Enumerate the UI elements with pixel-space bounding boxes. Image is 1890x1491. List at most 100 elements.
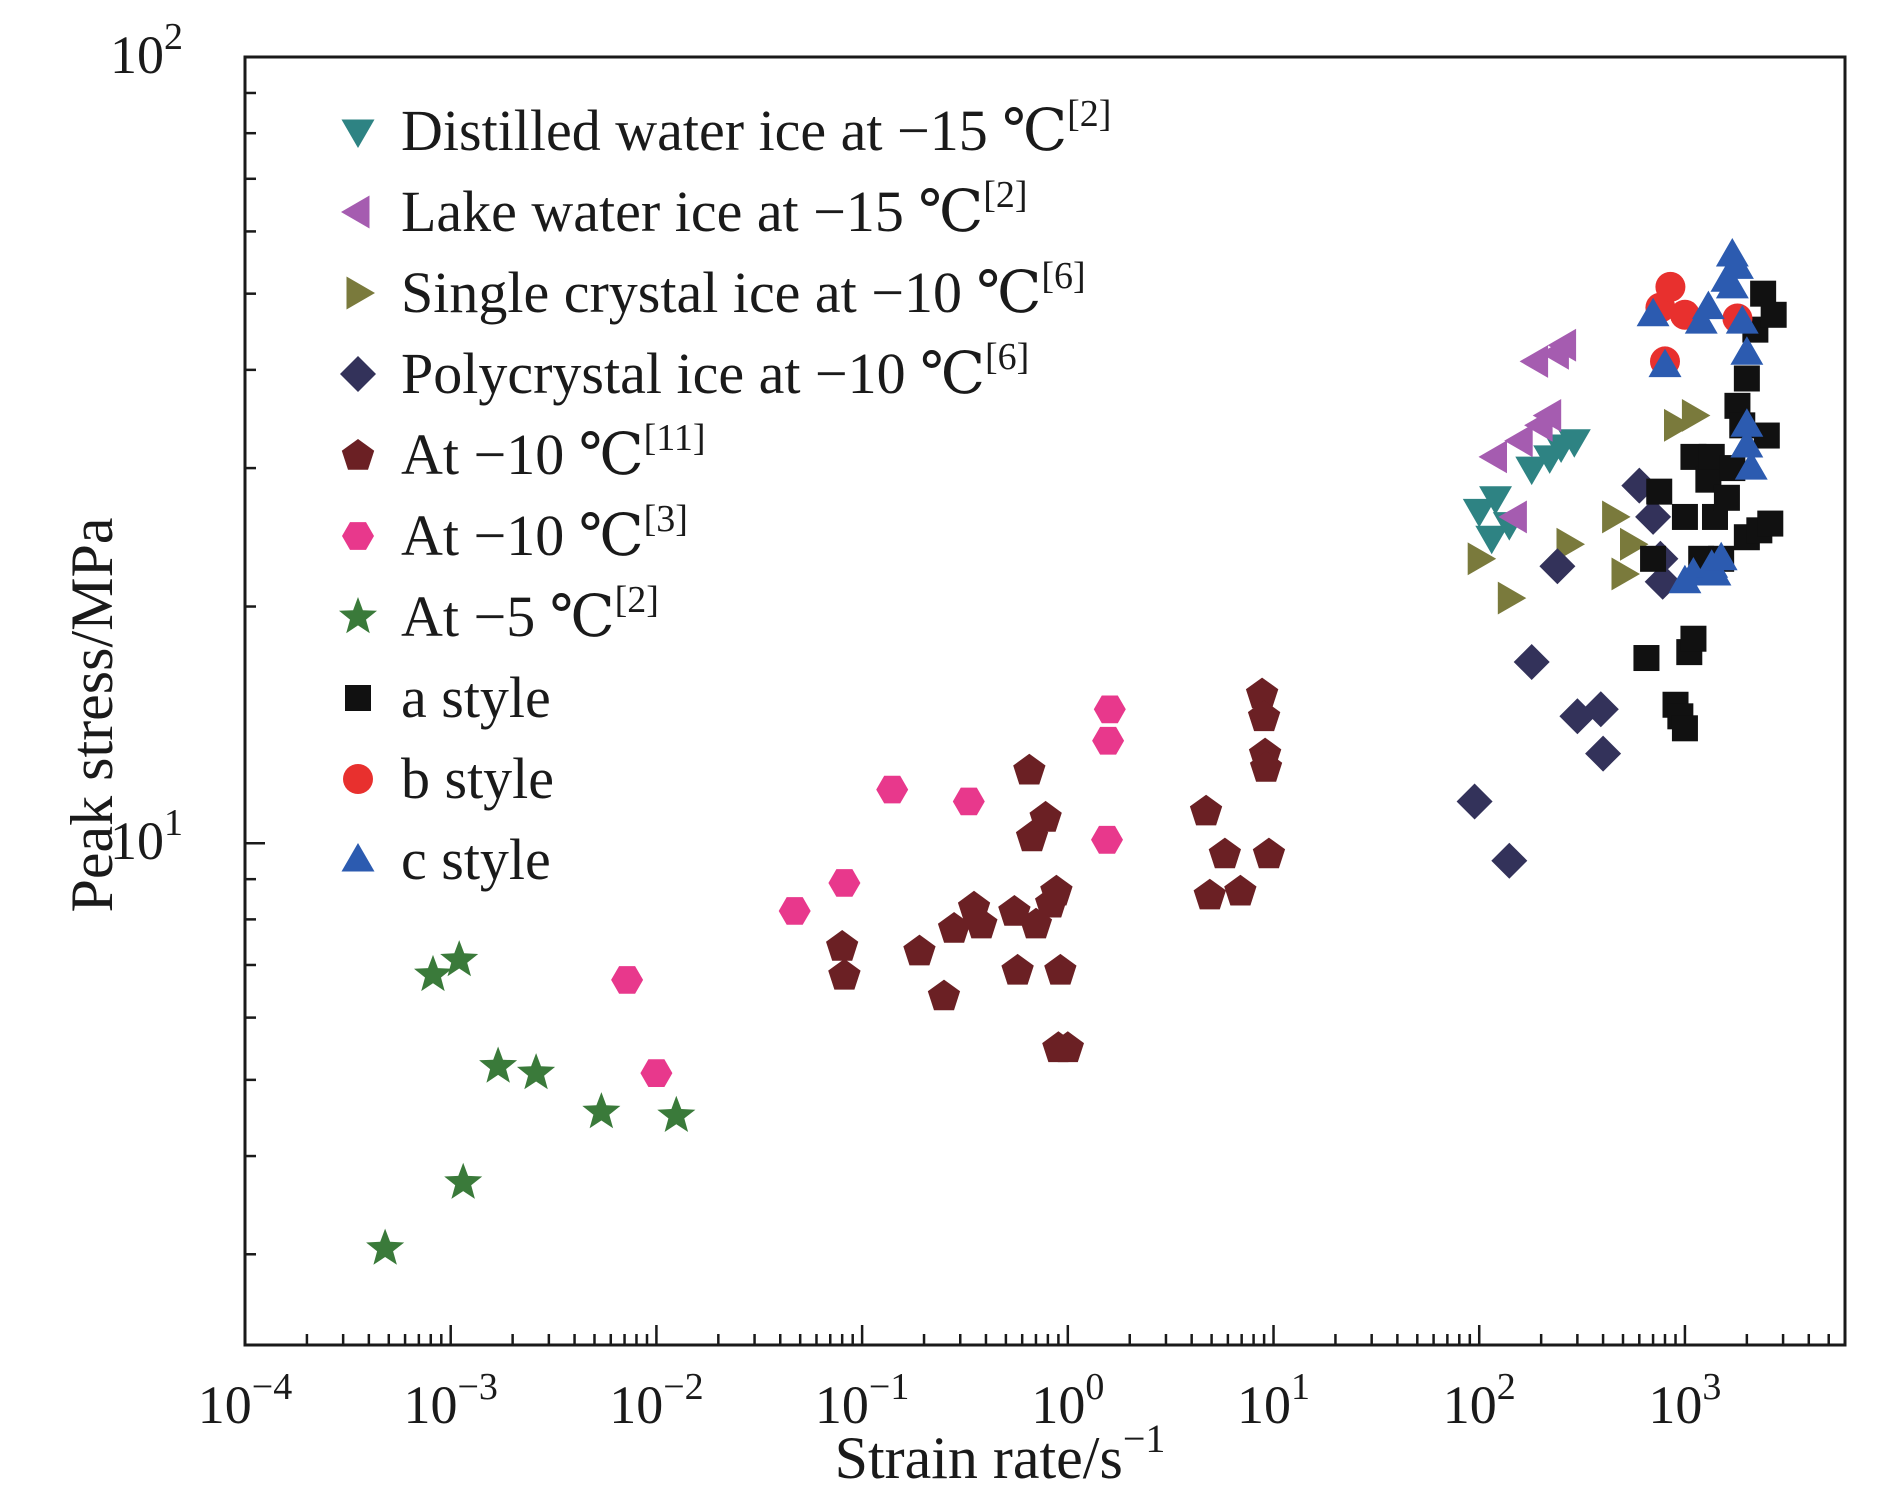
data-point <box>1640 545 1667 572</box>
data-point <box>1504 424 1533 458</box>
legend-label-reference: [3] <box>644 498 688 540</box>
data-point <box>1515 456 1549 486</box>
x-tick-label: 100 <box>1031 1366 1104 1435</box>
plot-frame <box>243 55 1847 1347</box>
data-point <box>1635 498 1672 535</box>
legend: Distilled water ice at −15 ℃[2]Lake wate… <box>339 93 1111 892</box>
data-point <box>1467 542 1497 576</box>
data-point <box>1680 625 1707 652</box>
legend-label: c style <box>401 827 551 892</box>
legend-marker <box>345 685 371 711</box>
legend-marker <box>342 522 374 550</box>
x-tick-exponent: −3 <box>457 1366 497 1408</box>
x-tick-exponent: 3 <box>1702 1366 1721 1408</box>
x-tick-label: 103 <box>1648 1366 1721 1435</box>
x-tick-base: 10 <box>815 1375 869 1435</box>
data-point <box>1734 451 1768 480</box>
x-tick-base: 10 <box>1648 1375 1702 1435</box>
legend-entry: Distilled water ice at −15 ℃[2] <box>341 93 1111 163</box>
plot-border <box>243 55 1847 1347</box>
data-point <box>1556 527 1585 561</box>
data-point <box>952 787 985 816</box>
x-tick-exponent: −4 <box>252 1366 292 1408</box>
legend-label-reference: [2] <box>1067 93 1111 135</box>
data-point <box>1001 953 1034 985</box>
x-tick-label: 10−1 <box>815 1366 909 1435</box>
data-point <box>1093 695 1126 724</box>
data-point <box>1585 735 1622 772</box>
data-point <box>1557 429 1591 458</box>
data-point <box>657 1095 696 1132</box>
data-point <box>640 1059 673 1087</box>
data-point <box>1456 783 1493 820</box>
data-point <box>1730 429 1764 458</box>
legend-entry: a style <box>345 665 551 730</box>
data-point <box>1636 297 1670 327</box>
data-point <box>366 1228 405 1265</box>
x-axis-ticks: 10−4 10−3 10−2 10−1 100 101 102 103 <box>198 1325 1847 1435</box>
data-point <box>828 958 861 990</box>
x-tick-label: 10−3 <box>403 1366 497 1435</box>
data-point <box>1249 751 1283 782</box>
legend-label-text: a style <box>401 665 551 730</box>
legend-entry: Single crystal ice at −10 ℃[6] <box>346 255 1086 325</box>
data-point <box>1713 484 1740 511</box>
data-point <box>1681 399 1711 432</box>
data-point <box>1547 328 1577 362</box>
x-tick-base: 10 <box>198 1375 252 1435</box>
legend-label-reference: [6] <box>985 336 1029 378</box>
data-point <box>1224 874 1257 906</box>
data-point <box>414 954 452 992</box>
legend-label-reference: [11] <box>644 417 706 459</box>
legend-marker <box>341 119 375 148</box>
data-point <box>1091 825 1123 854</box>
x-tick-label: 10−4 <box>198 1366 292 1435</box>
data-point <box>1677 557 1710 586</box>
legend-label: a style <box>401 665 551 730</box>
legend-label-text: Distilled water ice at −15 ℃ <box>401 98 1067 163</box>
data-point <box>965 907 998 939</box>
x-tick-exponent: 0 <box>1085 1366 1104 1408</box>
series-7-points <box>1633 280 1787 742</box>
x-tick-label: 102 <box>1443 1366 1516 1435</box>
data-point <box>1029 800 1062 832</box>
data-point <box>1721 250 1754 279</box>
data-point <box>1479 486 1512 515</box>
series-1-points <box>1478 328 1577 534</box>
data-point <box>927 979 961 1011</box>
series-4-points <box>826 677 1286 1063</box>
x-tick-exponent: −1 <box>869 1366 909 1408</box>
data-point <box>1051 1031 1084 1063</box>
data-point <box>1733 365 1760 392</box>
data-point <box>1245 677 1279 709</box>
legend-entry: c style <box>341 827 551 892</box>
legend-label: Lake water ice at −15 ℃[2] <box>401 174 1028 244</box>
data-point <box>440 940 479 977</box>
y-tick-exponent: 2 <box>164 16 183 58</box>
data-point <box>1208 837 1241 869</box>
legend-marker <box>341 195 370 229</box>
legend-label: Polycrystal ice at −10 ℃[6] <box>401 336 1029 406</box>
data-point <box>1730 336 1764 365</box>
data-point <box>582 1092 621 1129</box>
y-tick-exponent: 1 <box>164 802 183 844</box>
series-6-points <box>366 940 696 1265</box>
legend-label-text: Lake water ice at −15 ℃ <box>401 179 983 244</box>
data-point <box>1760 301 1787 328</box>
y-tick-label: 101 <box>110 802 183 871</box>
data-point <box>1539 548 1576 585</box>
legend-marker <box>340 356 376 392</box>
data-point <box>1602 500 1631 534</box>
data-point <box>1193 878 1226 910</box>
legend-label-text: Polycrystal ice at −10 ℃ <box>401 341 985 406</box>
legend-marker <box>339 597 377 634</box>
data-point <box>444 1162 483 1199</box>
legend-label-reference: [2] <box>615 579 659 621</box>
x-tick-base: 10 <box>1443 1375 1497 1435</box>
data-point <box>1252 837 1286 869</box>
data-point <box>1730 408 1764 437</box>
data-point <box>1044 953 1077 985</box>
legend-label: Single crystal ice at −10 ℃[6] <box>401 255 1086 325</box>
data-point <box>1092 726 1125 755</box>
